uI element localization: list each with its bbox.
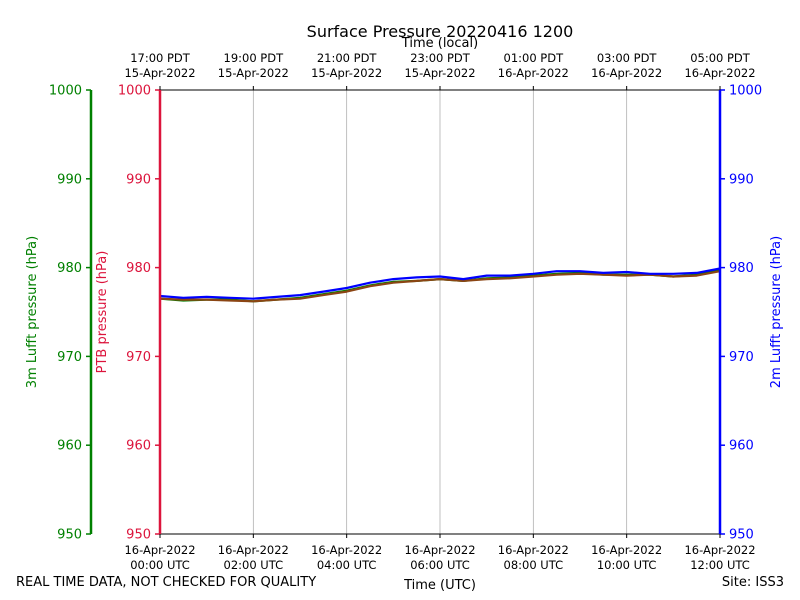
x-tick-label-top-date: 15-Apr-2022 — [218, 66, 289, 80]
x-tick-label-bottom-date: 16-Apr-2022 — [684, 543, 755, 557]
x-tick-label-bottom-date: 16-Apr-2022 — [498, 543, 569, 557]
y-tick-label-ptb: 990 — [126, 172, 151, 187]
y-tick-label-ptb: 1000 — [118, 84, 151, 99]
x-tick-label-bottom-date: 16-Apr-2022 — [218, 543, 289, 557]
bottom-axis-label: Time (UTC) — [403, 578, 476, 593]
y-tick-label-lufft3m: 990 — [57, 172, 82, 187]
top-axis-label: Time (local) — [401, 36, 478, 51]
y-axis-label-lufft2m: 2m Lufft pressure (hPa) — [769, 236, 784, 388]
x-tick-label-top-time: 01:00 PDT — [504, 51, 565, 65]
x-tick-label-top-date: 16-Apr-2022 — [684, 66, 755, 80]
x-tick-label-bottom-date: 16-Apr-2022 — [404, 543, 475, 557]
x-gridlines — [159, 90, 721, 534]
y-tick-label-lufft3m: 950 — [57, 528, 82, 543]
x-tick-label-bottom-time: 00:00 UTC — [130, 558, 190, 572]
x-tick-label-top-time: 23:00 PDT — [410, 51, 471, 65]
y-tick-label-ptb: 950 — [126, 528, 151, 543]
y-tick-label-ptb: 980 — [126, 261, 151, 276]
x-tick-label-top-time: 21:00 PDT — [317, 51, 378, 65]
y-tick-label-lufft3m: 1000 — [49, 84, 82, 99]
x-tick-label-bottom-date: 16-Apr-2022 — [311, 543, 382, 557]
series-line-ptb — [159, 270, 721, 303]
x-tick-label-top-time: 03:00 PDT — [597, 51, 658, 65]
x-tick-label-bottom-time: 04:00 UTC — [317, 558, 377, 572]
x-tick-label-bottom-time: 12:00 UTC — [690, 558, 750, 572]
y-tick-label-lufft2m: 960 — [729, 439, 754, 454]
x-tick-label-bottom-time: 08:00 UTC — [504, 558, 564, 572]
x-tick-label-bottom-time: 06:00 UTC — [410, 558, 470, 572]
y-tick-label-ptb: 960 — [126, 439, 151, 454]
x-tick-label-bottom-time: 02:00 UTC — [224, 558, 284, 572]
y-tick-label-lufft2m: 990 — [729, 172, 754, 187]
site-label: Site: ISS3 — [721, 575, 784, 590]
x-tick-label-top-date: 15-Apr-2022 — [311, 66, 382, 80]
y-tick-label-lufft3m: 970 — [57, 350, 82, 365]
y-tick-label-lufft3m: 960 — [57, 439, 82, 454]
x-tick-label-bottom-date: 16-Apr-2022 — [591, 543, 662, 557]
x-tick-label-top-date: 15-Apr-2022 — [124, 66, 195, 80]
x-tick-label-top-date: 16-Apr-2022 — [591, 66, 662, 80]
series-line-lufft2m — [159, 267, 721, 300]
y-tick-label-ptb: 970 — [126, 350, 151, 365]
x-tick-label-top-date: 16-Apr-2022 — [498, 66, 569, 80]
y-axis-label-lufft3m: 3m Lufft pressure (hPa) — [25, 236, 40, 388]
x-tick-label-top-time: 19:00 PDT — [224, 51, 285, 65]
x-tick-label-bottom-date: 16-Apr-2022 — [124, 543, 195, 557]
x-tick-label-top-time: 05:00 PDT — [690, 51, 751, 65]
y-axis-label-ptb: PTB pressure (hPa) — [95, 251, 110, 374]
y-tick-label-lufft2m: 970 — [729, 350, 754, 365]
x-tick-label-bottom-time: 10:00 UTC — [597, 558, 657, 572]
quality-disclaimer: REAL TIME DATA, NOT CHECKED FOR QUALITY — [16, 575, 317, 590]
y-tick-label-lufft2m: 950 — [729, 528, 754, 543]
y-tick-label-lufft2m: 980 — [729, 261, 754, 276]
y-tick-label-lufft3m: 980 — [57, 261, 82, 276]
x-tick-label-top-date: 15-Apr-2022 — [404, 66, 475, 80]
axes: 950 960 970 980 990 1000 3m Lufft pressure (hP… — [25, 51, 784, 572]
y-tick-label-lufft2m: 1000 — [729, 84, 762, 99]
series-layer — [159, 267, 721, 303]
chart-title: Surface Pressure 20220416 1200 — [307, 22, 574, 41]
x-tick-label-top-time: 17:00 PDT — [130, 51, 191, 65]
